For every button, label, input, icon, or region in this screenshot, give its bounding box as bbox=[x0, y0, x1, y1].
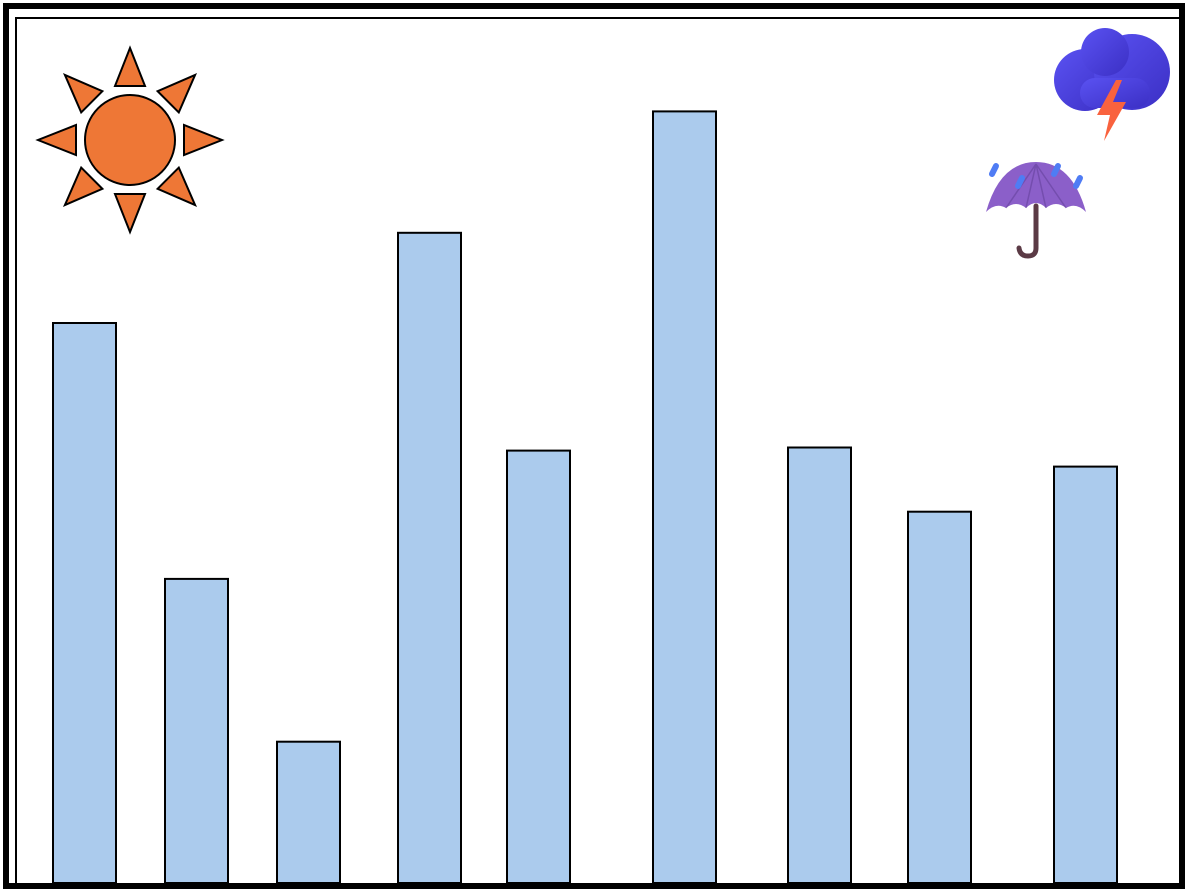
umbrella-handle bbox=[1016, 203, 1039, 259]
bar-7 bbox=[787, 446, 852, 884]
sun-disc bbox=[84, 94, 176, 186]
bar-4 bbox=[397, 231, 462, 885]
sun-ray bbox=[113, 45, 147, 87]
rain-drops bbox=[989, 163, 1083, 189]
sun-ray bbox=[113, 193, 147, 235]
bar-1 bbox=[52, 322, 117, 884]
sun-ray bbox=[62, 72, 105, 115]
bar-8 bbox=[907, 510, 972, 884]
sun-ray bbox=[62, 165, 105, 208]
chart-frame-outer bbox=[3, 3, 1185, 889]
sun-ray bbox=[35, 123, 77, 157]
storm-cloud-icon bbox=[1054, 28, 1170, 141]
umbrella-canopy bbox=[986, 162, 1086, 212]
bar-series bbox=[52, 110, 1118, 885]
umbrella-with-rain-icon bbox=[986, 162, 1086, 259]
lightning-bolt bbox=[1097, 80, 1126, 141]
sun-ray bbox=[155, 72, 198, 115]
sun-ray bbox=[183, 123, 225, 157]
bar-2 bbox=[164, 577, 229, 885]
sun-icon bbox=[35, 45, 225, 235]
bar-9 bbox=[1053, 465, 1118, 884]
bar-6 bbox=[652, 110, 717, 884]
bar-5 bbox=[506, 449, 571, 884]
sun-rays bbox=[35, 45, 225, 235]
chart-frame-inner bbox=[15, 17, 1181, 885]
bar-3 bbox=[276, 740, 341, 885]
umbrella-ribs bbox=[1005, 163, 1067, 209]
sun-ray bbox=[155, 165, 198, 208]
